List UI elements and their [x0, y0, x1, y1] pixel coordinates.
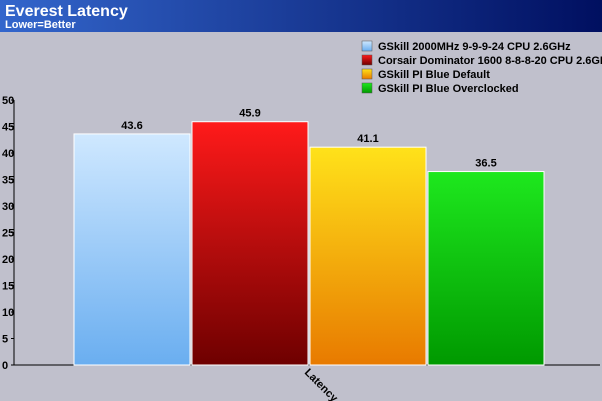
y-tick-label: 40	[2, 148, 14, 160]
legend-swatch	[361, 68, 373, 80]
bar	[73, 133, 191, 366]
data-label: 36.5	[475, 158, 496, 170]
bar	[427, 171, 545, 366]
y-tick-label: 15	[2, 281, 14, 293]
title-bar	[0, 0, 602, 32]
y-tick-label: 5	[2, 334, 8, 346]
data-label: 43.6	[121, 120, 142, 132]
legend-swatch	[361, 82, 373, 94]
y-tick-label: 35	[2, 175, 14, 187]
chart-title: Everest Latency	[5, 3, 128, 20]
legend-entry: GSkill PI Blue Default	[378, 69, 490, 81]
y-tick-label: 45	[2, 122, 14, 134]
y-tick-label: 10	[2, 307, 14, 319]
bar	[191, 121, 309, 366]
legend-entry: GSkill 2000MHz 9-9-9-24 CPU 2.6GHz	[378, 41, 571, 53]
plot-area: 0 5 10 15 20 25 30 35 40 45 50 43.6 45.9 41.1 36.5 Late…	[2, 95, 600, 401]
y-tick-label: 50	[2, 95, 14, 107]
y-tick-label: 0	[2, 360, 8, 372]
y-tick-label: 25	[2, 228, 14, 240]
y-tick-label: 30	[2, 201, 14, 213]
legend-entry: Corsair Dominator 1600 8-8-8-20 CPU 2.6G…	[378, 55, 602, 67]
legend-entry: GSkill PI Blue Overclocked	[378, 83, 519, 95]
chart-subtitle: Lower=Better	[5, 19, 76, 31]
legend-swatch	[361, 40, 373, 52]
legend: GSkill 2000MHz 9-9-9-24 CPU 2.6GHz Corsai…	[361, 40, 602, 95]
data-label: 41.1	[357, 133, 378, 145]
x-tick-label: Latency	[302, 367, 341, 401]
bar	[309, 146, 427, 366]
data-label: 45.9	[239, 108, 260, 120]
legend-swatch	[361, 54, 373, 66]
y-tick-label: 20	[2, 254, 14, 266]
